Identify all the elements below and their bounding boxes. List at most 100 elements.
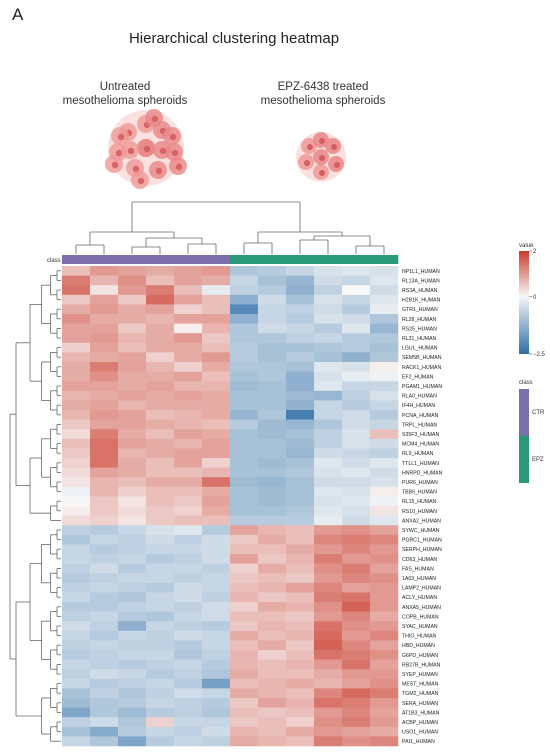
heatmap-cell (258, 477, 287, 488)
heatmap-cell (286, 621, 315, 632)
heatmap-cell (146, 419, 175, 430)
heatmap-cell (286, 717, 315, 728)
heatmap-cell (90, 534, 119, 545)
heatmap-cell (370, 698, 399, 708)
heatmap-cell (370, 582, 399, 593)
heatmap-cell (342, 698, 371, 708)
heatmap-cell (258, 698, 287, 708)
heatmap-cell (90, 323, 119, 334)
heatmap-cell (118, 294, 147, 305)
heatmap-cell (258, 294, 287, 305)
heatmap-cell (118, 515, 147, 526)
heatmap-cell (314, 707, 343, 718)
class-legend-label: EPZ (532, 457, 544, 463)
heatmap-cell (146, 467, 175, 478)
heatmap-cell (90, 467, 119, 478)
heatmap-cell (342, 688, 371, 699)
heatmap-cell (174, 467, 203, 478)
heatmap-cell (286, 669, 315, 680)
class-annotation-bar (62, 255, 399, 264)
heatmap-cell (230, 726, 259, 737)
heatmap-cell (62, 611, 91, 622)
heatmap-cell (370, 486, 399, 497)
heatmap-cell (286, 400, 315, 411)
heatmap-cell (90, 707, 119, 718)
heatmap-cell (90, 285, 119, 296)
heatmap-cell (118, 534, 147, 545)
heatmap-cell (342, 410, 371, 420)
heatmap-cell (174, 352, 203, 363)
heatmap-cell (174, 294, 203, 305)
heatmap-cell (90, 419, 119, 430)
heatmap-cell (258, 496, 287, 507)
heatmap-cell (230, 534, 259, 545)
heatmap-cell (118, 486, 147, 497)
heatmap-cell (370, 477, 399, 488)
class-bar-cell (230, 255, 259, 264)
heatmap-cell (342, 640, 371, 651)
row-label: PGRC1_HUMAN (402, 538, 442, 544)
chart-title: Hierarchical clustering heatmap (129, 30, 339, 47)
heatmap-cell (62, 602, 91, 612)
heatmap-cell (258, 371, 287, 382)
heatmap-cell (370, 467, 399, 478)
heatmap-cell (202, 448, 231, 459)
heatmap-cell (146, 323, 175, 334)
heatmap-cell (202, 304, 231, 315)
heatmap-cell (146, 275, 175, 286)
heatmap-cell (202, 544, 231, 555)
heatmap-cell (118, 506, 147, 516)
heatmap-cell (370, 525, 399, 536)
heatmap-cell (370, 381, 399, 392)
heatmap-cell (286, 582, 315, 593)
heatmap-cell (146, 611, 175, 622)
heatmap-cell (202, 496, 231, 507)
heatmap-cell (174, 381, 203, 392)
heatmap-cell (286, 563, 315, 574)
heatmap-cell (62, 515, 91, 526)
heatmap-cell (202, 534, 231, 545)
heatmap-cell (118, 342, 147, 353)
heatmap-cell (314, 544, 343, 555)
value-legend: value 2 0 −2.5 (519, 243, 546, 358)
row-label: IF4H_HUMAN (402, 403, 435, 409)
heatmap-cell (174, 525, 203, 536)
class-bar-cell (174, 255, 203, 264)
heatmap-cell (258, 458, 287, 468)
heatmap-cell (146, 333, 175, 344)
heatmap-cell (286, 515, 315, 526)
heatmap-cell (146, 534, 175, 545)
heatmap-cell (202, 659, 231, 670)
heatmap-cell (202, 525, 231, 536)
heatmap-cell (342, 477, 371, 488)
heatmap-cell (230, 640, 259, 651)
heatmap-cell (286, 429, 315, 440)
heatmap-cell (118, 304, 147, 315)
heatmap-cell (62, 390, 91, 401)
heatmap-cell (286, 362, 315, 372)
heatmap-cell (258, 304, 287, 315)
heatmap-cell (146, 438, 175, 449)
heatmap-cell (230, 621, 259, 632)
heatmap-cell (258, 602, 287, 612)
heatmap-cell (202, 371, 231, 382)
heatmap-cell (90, 314, 119, 324)
heatmap-cell (314, 640, 343, 651)
heatmap-cell (314, 390, 343, 401)
heatmap-cell (118, 736, 147, 747)
heatmap-cell (174, 611, 203, 622)
heatmap-cell (370, 688, 399, 699)
heatmap-cell (370, 669, 399, 680)
heatmap-cell (230, 515, 259, 526)
heatmap-cell (62, 419, 91, 430)
heatmap-cell (314, 467, 343, 478)
row-label: MCM4_HUMAN (402, 442, 439, 448)
heatmap-cell (258, 611, 287, 622)
heatmap-cell (370, 371, 399, 382)
heatmap-cell (146, 573, 175, 584)
heatmap-cell (202, 611, 231, 622)
heatmap-cell (314, 698, 343, 708)
heatmap-cell (342, 563, 371, 574)
heatmap-cell (230, 362, 259, 372)
heatmap-cell (90, 266, 119, 276)
